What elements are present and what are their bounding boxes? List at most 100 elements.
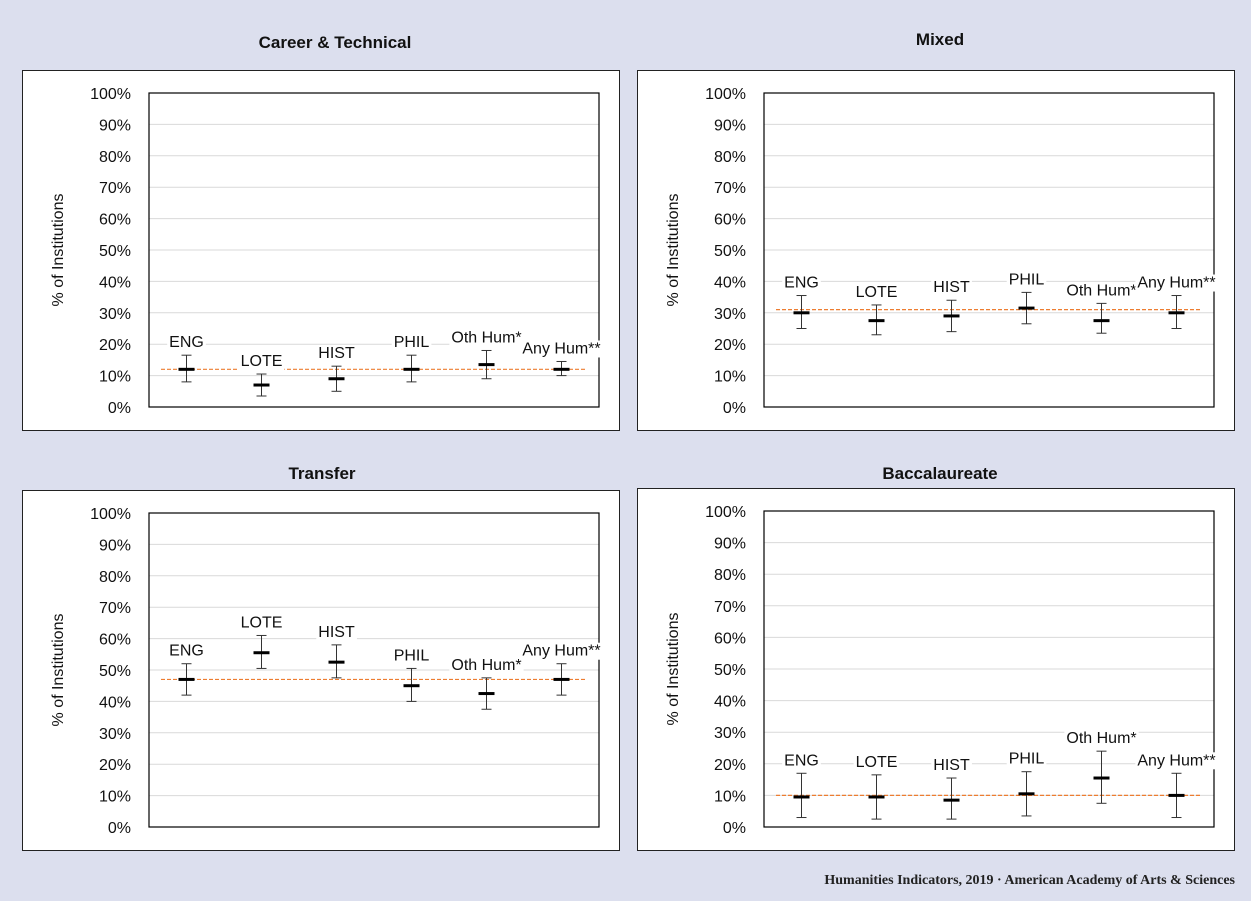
category-label: Oth Hum* xyxy=(1066,730,1136,747)
y-tick-label: 90% xyxy=(99,117,131,134)
category-label-bg xyxy=(316,345,357,363)
category-label: HIST xyxy=(318,624,355,641)
chart-title-career-technical: Career & Technical xyxy=(258,33,412,52)
category-label: HIST xyxy=(933,757,970,774)
category-label-bg xyxy=(167,642,206,660)
y-tick-label: 90% xyxy=(714,536,746,553)
category-label: Oth Hum* xyxy=(451,657,521,674)
category-label-bg xyxy=(449,656,524,674)
y-tick-label: 80% xyxy=(99,569,131,586)
y-tick-label: 100% xyxy=(705,86,746,103)
y-tick-label: 30% xyxy=(99,306,131,323)
category-label: LOTE xyxy=(856,284,898,301)
y-tick-label: 0% xyxy=(723,400,746,417)
category-label-bg xyxy=(1006,271,1047,289)
plot-area-frame xyxy=(763,92,1215,408)
chart-panel-mixed: 0% 10% 20% 30% 40% 50% 60% 70% 80% 90% 100% % of In… xyxy=(637,70,1235,431)
chart-title-mixed: Mixed xyxy=(915,30,965,49)
category-label: PHIL xyxy=(1009,751,1045,768)
y-tick-label: 20% xyxy=(714,757,746,774)
y-tick-label: 90% xyxy=(99,537,131,554)
category-label: PHIL xyxy=(394,334,430,351)
y-tick-label: 70% xyxy=(99,600,131,617)
category-label-bg xyxy=(238,353,285,371)
chart-svg-transfer: 0% 10% 20% 30% 40% 50% 60% 70% 80% 90% 100% % of In… xyxy=(50,506,603,837)
y-tick-label: 40% xyxy=(99,274,131,291)
category-label-bg xyxy=(853,283,900,301)
y-tick-label: 20% xyxy=(99,337,131,354)
y-tick-label: 10% xyxy=(99,789,131,806)
category-label-bg xyxy=(167,334,206,352)
y-tick-label: 10% xyxy=(714,369,746,386)
category-label-bg xyxy=(238,614,285,632)
y-tick-label: 20% xyxy=(99,757,131,774)
category-label: Any Hum** xyxy=(1137,752,1215,769)
y-tick-label: 30% xyxy=(99,726,131,743)
y-tick-label: 10% xyxy=(99,369,131,386)
category-label: Any Hum** xyxy=(522,340,600,357)
y-tick-label: 40% xyxy=(99,694,131,711)
y-tick-label: 0% xyxy=(108,400,131,417)
y-tick-label: 70% xyxy=(714,599,746,616)
y-tick-label: 80% xyxy=(714,149,746,166)
chart-svg-mixed: 0% 10% 20% 30% 40% 50% 60% 70% 80% 90% 100% % of In… xyxy=(665,86,1218,417)
y-tick-label: 30% xyxy=(714,725,746,742)
source-credit: Humanities Indicators, 2019 · American A… xyxy=(824,873,1235,888)
category-label: Any Hum** xyxy=(522,643,600,660)
y-axis-label: % of Institutions xyxy=(665,194,682,307)
plot-area-frame xyxy=(763,510,1215,828)
category-label-bg xyxy=(931,757,972,775)
y-tick-label: 70% xyxy=(714,180,746,197)
chart-title-transfer: Transfer xyxy=(288,464,356,483)
category-label: HIST xyxy=(933,279,970,296)
category-label-bg xyxy=(1064,730,1139,748)
category-label: ENG xyxy=(169,334,204,351)
y-axis-label: % of Institutions xyxy=(50,194,67,307)
category-label: PHIL xyxy=(1009,271,1045,288)
y-tick-label: 40% xyxy=(714,694,746,711)
y-tick-label: 60% xyxy=(714,630,746,647)
chart-svg-baccalaureate: 0% 10% 20% 30% 40% 50% 60% 70% 80% 90% 100% % of In… xyxy=(665,504,1218,837)
category-label: HIST xyxy=(318,345,355,362)
chart-title-baccalaureate: Baccalaureate xyxy=(882,464,998,483)
y-tick-label: 90% xyxy=(714,117,746,134)
y-tick-label: 0% xyxy=(723,820,746,837)
chart-svg-career-technical: 0% 10% 20% 30% 40% 50% 60% 70% 80% 90% 100% % of In… xyxy=(50,86,603,417)
plot-area-frame xyxy=(148,512,600,828)
category-label-bg xyxy=(391,334,432,352)
category-label-bg xyxy=(391,647,432,665)
y-axis-label: % of Institutions xyxy=(665,613,682,726)
y-tick-label: 100% xyxy=(90,86,131,103)
category-label-bg xyxy=(316,623,357,641)
y-tick-label: 20% xyxy=(714,337,746,354)
y-tick-label: 10% xyxy=(714,788,746,805)
y-tick-label: 100% xyxy=(705,504,746,521)
y-tick-label: 50% xyxy=(714,662,746,679)
y-tick-label: 40% xyxy=(714,274,746,291)
category-label-bg xyxy=(853,753,900,771)
category-label-bg xyxy=(449,329,524,347)
category-label: Oth Hum* xyxy=(451,329,521,346)
category-label-bg xyxy=(782,752,821,770)
chart-panel-career-technical: 0% 10% 20% 30% 40% 50% 60% 70% 80% 90% 100% % of In… xyxy=(22,70,620,431)
y-tick-label: 50% xyxy=(714,243,746,260)
y-tick-label: 80% xyxy=(99,149,131,166)
category-label: LOTE xyxy=(241,353,283,370)
category-label: ENG xyxy=(784,275,819,292)
y-tick-label: 60% xyxy=(714,212,746,229)
y-tick-label: 70% xyxy=(99,180,131,197)
category-label-bg xyxy=(1006,750,1047,768)
category-label-bg xyxy=(782,274,821,292)
category-label: LOTE xyxy=(856,754,898,771)
y-tick-label: 100% xyxy=(90,506,131,523)
y-tick-label: 50% xyxy=(99,663,131,680)
category-label: PHIL xyxy=(394,647,430,664)
plot-area-frame xyxy=(148,92,600,408)
chart-panel-transfer: 0% 10% 20% 30% 40% 50% 60% 70% 80% 90% 100% % of In… xyxy=(22,490,620,851)
category-label: Oth Hum* xyxy=(1066,282,1136,299)
y-tick-label: 80% xyxy=(714,567,746,584)
category-label-bg xyxy=(1135,274,1218,292)
y-tick-label: 60% xyxy=(99,632,131,649)
category-label-bg xyxy=(520,642,603,660)
y-axis-label: % of Institutions xyxy=(50,614,67,727)
